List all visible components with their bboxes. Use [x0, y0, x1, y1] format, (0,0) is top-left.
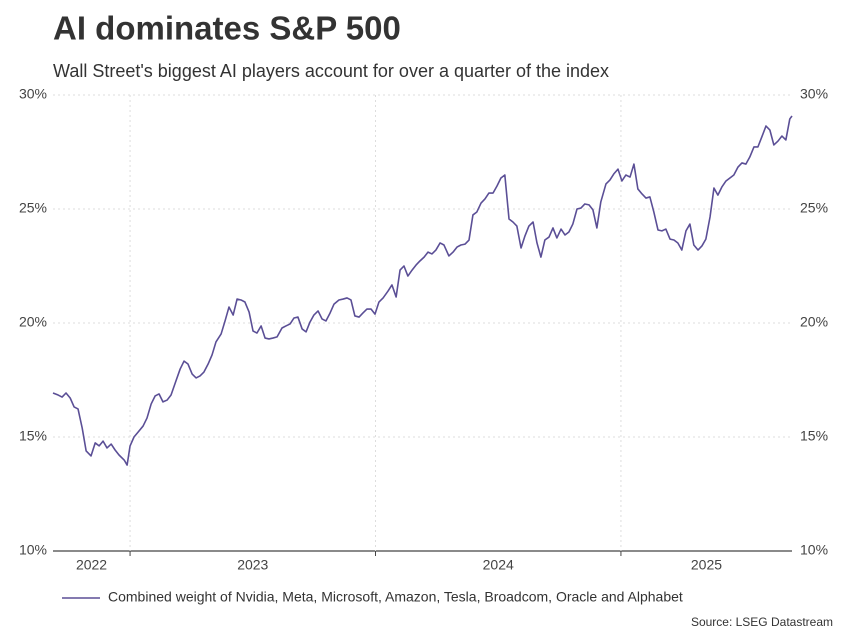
y-tick-label: 25% [19, 200, 47, 216]
y-tick-label-right: 25% [800, 200, 828, 216]
y-tick-label-right: 30% [800, 86, 828, 102]
legend-label: Combined weight of Nvidia, Meta, Microso… [108, 589, 683, 605]
source-note: Source: LSEG Datastream [691, 615, 833, 629]
y-tick-label: 15% [19, 428, 47, 444]
y-tick-label-right: 10% [800, 542, 828, 558]
x-tick-label: 2022 [76, 557, 107, 573]
chart-title: AI dominates S&P 500 [53, 10, 401, 47]
x-tick-label: 2024 [483, 557, 514, 573]
y-tick-label-right: 15% [800, 428, 828, 444]
y-tick-label: 30% [19, 86, 47, 102]
y-tick-label-right: 20% [800, 314, 828, 330]
x-tick-label: 2025 [691, 557, 722, 573]
x-tick-label: 2023 [237, 557, 268, 573]
chart-subtitle: Wall Street's biggest AI players account… [53, 61, 609, 81]
data-line [52, 115, 793, 466]
y-tick-label: 10% [19, 542, 47, 558]
y-tick-label: 20% [19, 314, 47, 330]
